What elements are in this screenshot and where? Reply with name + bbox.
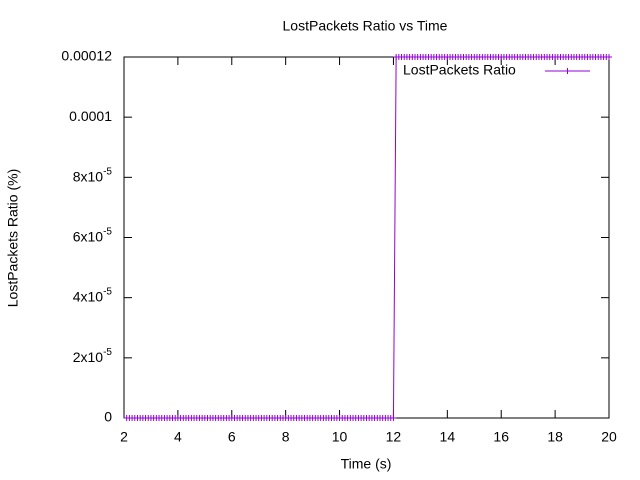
- x-tick-label: 12: [386, 429, 402, 445]
- y-tick-label: 0.00012: [61, 48, 112, 64]
- x-tick-label: 6: [228, 429, 236, 445]
- series-line: [126, 56, 609, 419]
- y-tick-label: 6x10-5: [73, 226, 113, 244]
- y-axis-label: LostPackets Ratio (%): [5, 169, 21, 308]
- x-tick-label: 2: [120, 429, 128, 445]
- x-tick-label: 8: [282, 429, 290, 445]
- chart-title: LostPackets Ratio vs Time: [283, 18, 448, 34]
- x-tick-label: 16: [493, 429, 509, 445]
- x-tick-label: 10: [332, 429, 348, 445]
- legend-marker: [564, 68, 571, 74]
- point-marker: [606, 54, 612, 60]
- legend-label: LostPackets Ratio: [403, 62, 516, 78]
- point-marker: [390, 415, 397, 421]
- x-tick-label: 18: [547, 429, 563, 445]
- plot-frame: [123, 56, 610, 419]
- x-tick-label: 4: [174, 429, 182, 445]
- y-tick-label: 0: [104, 409, 112, 425]
- x-tick-label: 14: [440, 429, 456, 445]
- y-tick-label: 0.0001: [69, 108, 112, 124]
- y-tick-label: 2x10-5: [73, 346, 113, 364]
- y-tick-label: 4x10-5: [73, 286, 113, 304]
- x-axis-label: Time (s): [341, 456, 392, 472]
- x-tick-label: 20: [601, 429, 617, 445]
- y-tick-label: 8x10-5: [73, 166, 113, 184]
